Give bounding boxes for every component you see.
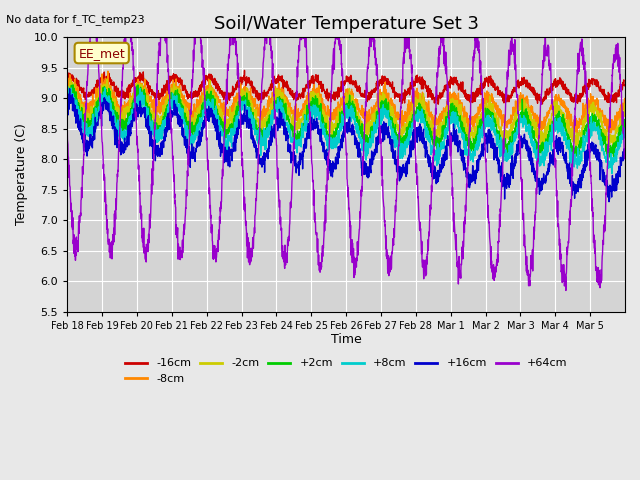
Y-axis label: Temperature (C): Temperature (C) — [15, 123, 28, 226]
Text: EE_met: EE_met — [78, 47, 125, 60]
X-axis label: Time: Time — [331, 334, 362, 347]
Legend: -16cm, -8cm, -2cm, +2cm, +8cm, +16cm, +64cm: -16cm, -8cm, -2cm, +2cm, +8cm, +16cm, +6… — [120, 354, 572, 388]
Title: Soil/Water Temperature Set 3: Soil/Water Temperature Set 3 — [214, 15, 479, 33]
Text: No data for f_TC_temp23: No data for f_TC_temp23 — [6, 14, 145, 25]
